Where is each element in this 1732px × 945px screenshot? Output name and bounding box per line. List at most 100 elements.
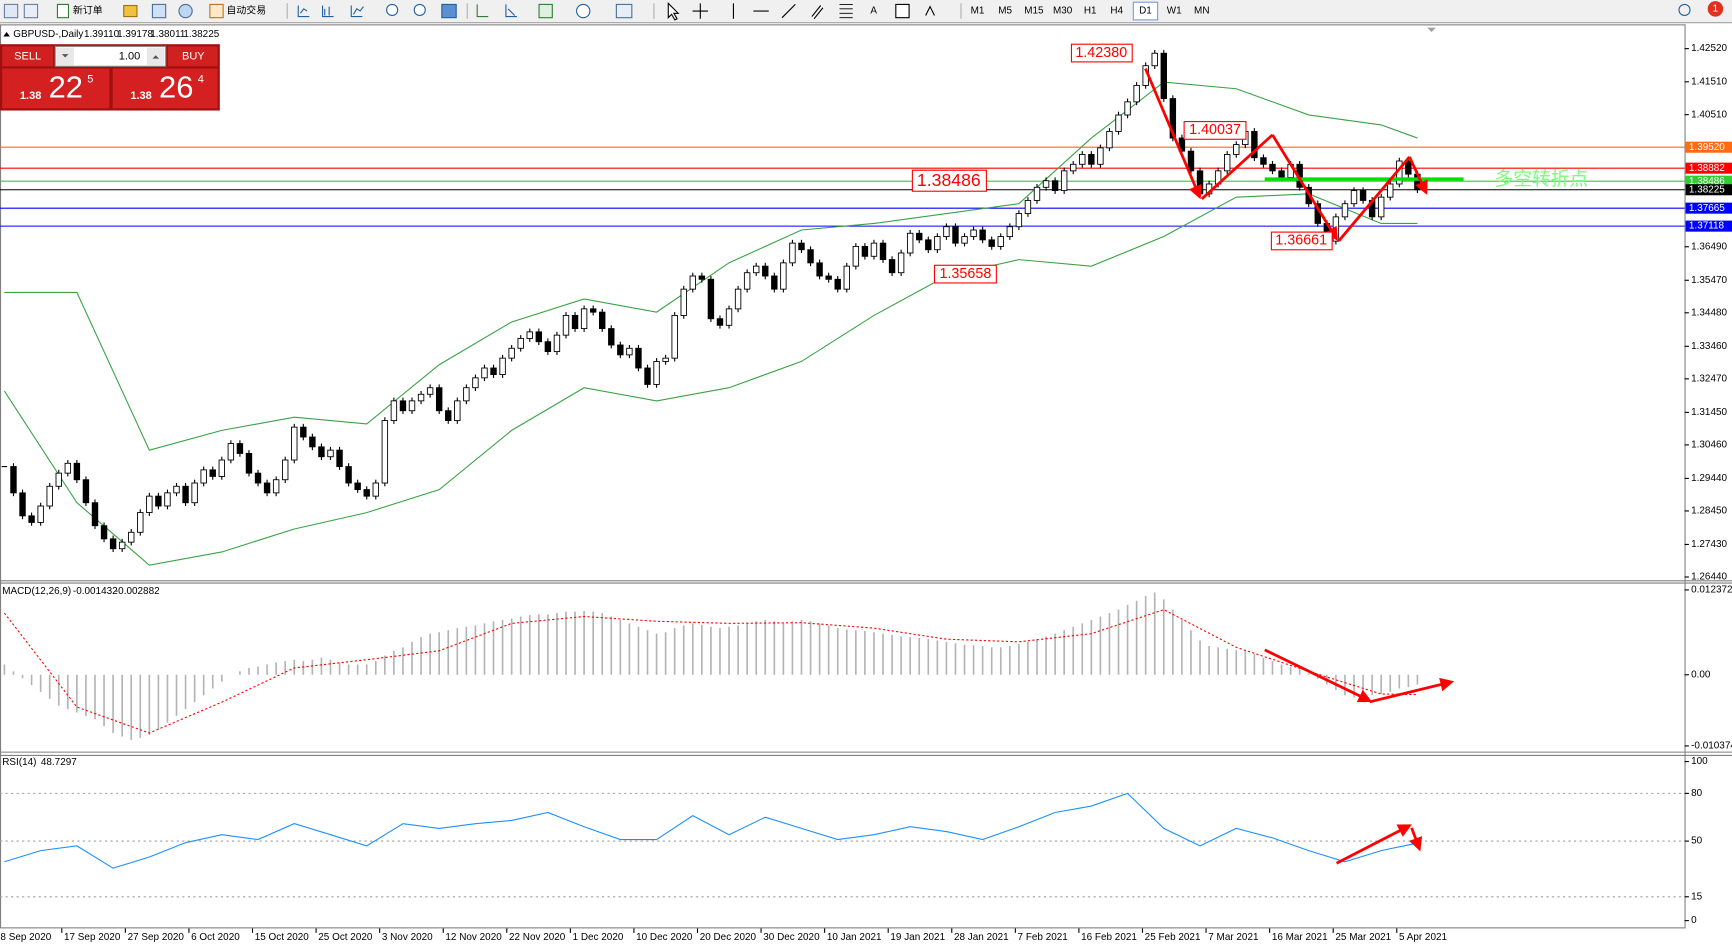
shift-marker xyxy=(1427,27,1436,33)
signal-value: -0.002882 xyxy=(115,586,160,597)
annotation-label: 1.40037 xyxy=(1189,122,1241,138)
lot-input[interactable] xyxy=(54,45,167,67)
candle xyxy=(227,443,235,461)
candle xyxy=(1359,190,1367,201)
candle xyxy=(209,469,216,477)
candle xyxy=(46,485,53,507)
candle xyxy=(1024,199,1032,215)
timeframe-button[interactable]: M5 xyxy=(998,6,1012,17)
bollinger-band xyxy=(3,193,1418,566)
price-level-tag xyxy=(1685,202,1732,214)
timeframe-button[interactable]: M1 xyxy=(971,6,985,17)
candle xyxy=(336,449,343,468)
candle xyxy=(716,318,724,326)
ohlc-high: 1.39178 xyxy=(117,29,153,40)
candle xyxy=(970,229,977,238)
candle xyxy=(164,492,171,507)
y-tick-label: 1.41510 xyxy=(1691,76,1727,87)
candle xyxy=(608,328,615,346)
timeframe-button[interactable]: D1 xyxy=(1139,6,1152,17)
y-tick-label: -0.010374 xyxy=(1691,741,1732,752)
y-tick-label: 1.35470 xyxy=(1691,275,1727,286)
candle xyxy=(363,489,370,497)
x-tick-label: 16 Mar 2021 xyxy=(1272,932,1328,943)
timeframe-button[interactable]: W1 xyxy=(1167,6,1182,17)
y-tick-label: 0.012372 xyxy=(1691,585,1732,596)
candle xyxy=(390,400,398,422)
candle xyxy=(1070,163,1077,172)
timeframe-button[interactable]: M30 xyxy=(1053,6,1073,17)
buy-price-prefix: 1.38 xyxy=(130,90,151,102)
candle xyxy=(55,472,62,487)
annotation-label: 1.38486 xyxy=(917,170,981,190)
candle xyxy=(146,495,153,514)
x-tick-label: 12 Nov 2020 xyxy=(445,932,502,943)
candle xyxy=(345,466,352,484)
x-tick-label: 22 Nov 2020 xyxy=(509,932,566,943)
sell-price-button[interactable] xyxy=(2,68,110,109)
candle xyxy=(1033,186,1041,201)
bollinger-band xyxy=(4,81,1418,451)
x-tick-label: 25 Feb 2021 xyxy=(1145,932,1201,943)
auto-trading-button[interactable]: 自动交易 xyxy=(226,4,266,17)
candle xyxy=(1097,147,1104,165)
timeframe-button[interactable]: M15 xyxy=(1024,6,1044,17)
price-level-tag xyxy=(1685,175,1732,187)
y-tick-label: 1.30460 xyxy=(1691,440,1727,451)
x-tick-label: 8 Sep 2020 xyxy=(0,932,51,943)
notification-badge[interactable] xyxy=(1707,1,1724,17)
candle xyxy=(707,278,715,320)
candle xyxy=(1124,101,1131,116)
x-tick-label: 3 Nov 2020 xyxy=(382,932,433,943)
candle xyxy=(128,531,135,543)
price-level-label: 1.39520 xyxy=(1689,142,1725,153)
timeframe-button[interactable]: MN xyxy=(1194,6,1209,17)
timeframe-button[interactable]: H1 xyxy=(1084,6,1097,17)
y-tick-label: 1.33460 xyxy=(1691,341,1727,352)
x-tick-label: 6 Oct 2020 xyxy=(191,932,240,943)
candle xyxy=(662,357,669,362)
candle xyxy=(64,462,72,474)
price-level-label: 1.38882 xyxy=(1689,163,1725,174)
sell-button[interactable] xyxy=(2,46,54,67)
candle xyxy=(734,288,742,310)
x-tick-label: 10 Dec 2020 xyxy=(636,932,693,943)
candle xyxy=(1260,157,1267,165)
candle xyxy=(381,420,389,484)
new-order-button[interactable]: 新订单 xyxy=(73,4,103,17)
candle xyxy=(137,512,144,533)
candle xyxy=(1350,190,1358,205)
candle xyxy=(635,347,642,369)
candle xyxy=(1151,52,1158,67)
candle xyxy=(888,259,896,274)
candle xyxy=(272,479,280,494)
sell-price-big: 22 xyxy=(49,70,83,105)
indicator-title: RSI(14) xyxy=(2,757,36,768)
candle xyxy=(834,278,841,290)
candle xyxy=(780,262,787,290)
candle xyxy=(200,469,207,484)
candle xyxy=(861,245,869,257)
candle xyxy=(997,236,1004,247)
buy-button[interactable] xyxy=(167,46,218,67)
annotation-label: 1.42380 xyxy=(1075,45,1127,61)
annotation-label: 1.35658 xyxy=(939,266,991,282)
candle xyxy=(644,367,651,385)
candle xyxy=(789,242,796,264)
plot-layer: 1.42520 1.41510 1.40510 1.36490 1.35470 1.344… xyxy=(0,43,1732,943)
collapse-icon[interactable] xyxy=(3,32,10,37)
buy-price-big: 26 xyxy=(159,70,193,105)
candle xyxy=(10,466,17,494)
candle xyxy=(155,495,162,507)
candle xyxy=(526,331,533,339)
candle xyxy=(327,449,334,458)
buy-price-button[interactable] xyxy=(112,68,218,109)
candle xyxy=(626,347,633,356)
candle xyxy=(816,262,823,277)
timeframe-button[interactable]: H4 xyxy=(1110,6,1123,17)
candle xyxy=(354,482,361,491)
candle xyxy=(109,538,117,550)
x-tick-label: 20 Dec 2020 xyxy=(700,932,757,943)
signal-line xyxy=(3,609,1418,734)
